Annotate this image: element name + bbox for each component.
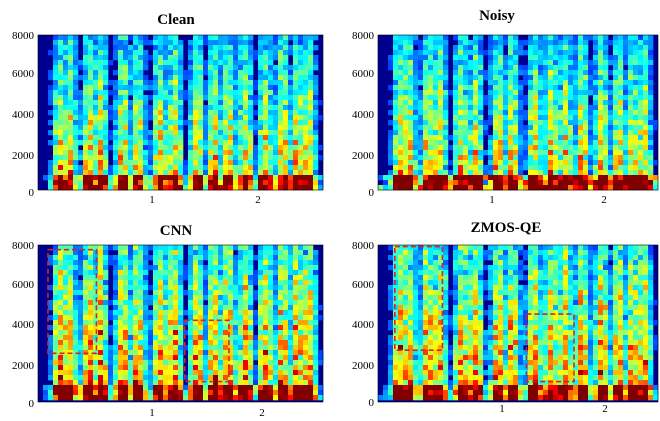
y-tick-label: 8000 — [12, 30, 35, 42]
y-tick-label: 6000 — [12, 68, 35, 80]
panel-cnn: CNN 8000 6000 4000 2000 0 1 2 — [12, 223, 265, 419]
annotation-dashed-box — [525, 313, 575, 383]
panel-title: CNN — [160, 223, 193, 239]
y-tick-label: 4000 — [352, 319, 375, 331]
panel-title: ZMOS-QE — [471, 220, 542, 236]
y-tick-label: 8000 — [352, 240, 375, 252]
y-tick-label: 6000 — [12, 279, 35, 291]
y-tick-label: 2000 — [12, 150, 35, 162]
y-tick-label: 4000 — [12, 319, 35, 331]
panel-zmos-qe: ZMOS-QE 8000 6000 4000 2000 0 1 2 — [352, 220, 608, 415]
annotation-dashed-box — [393, 245, 444, 351]
spectrogram-image — [38, 245, 324, 402]
panel-title: Noisy — [479, 8, 515, 24]
axes-frame — [377, 244, 659, 403]
x-tick-label: 1 — [149, 194, 155, 206]
y-tick-label: 0 — [369, 397, 375, 409]
x-tick-label: 2 — [259, 407, 265, 419]
y-tick-label: 4000 — [12, 109, 35, 121]
axes-frame — [37, 34, 324, 191]
panel-noisy: Noisy 8000 6000 4000 2000 0 1 2 — [352, 8, 607, 206]
axes-frame — [37, 244, 324, 403]
y-tick-label: 2000 — [352, 150, 375, 162]
axes-frame — [377, 34, 659, 191]
x-tick-label: 1 — [499, 403, 505, 415]
y-tick-label: 0 — [29, 187, 35, 199]
annotation-dashed-box — [183, 319, 230, 383]
y-tick-label: 6000 — [352, 279, 375, 291]
panel-title: Clean — [157, 12, 195, 28]
spectrogram-image — [378, 245, 659, 402]
y-tick-label: 2000 — [352, 360, 375, 372]
y-tick-label: 2000 — [12, 360, 35, 372]
panel-clean: Clean 8000 6000 4000 2000 0 1 2 — [12, 12, 261, 206]
y-tick-label: 8000 — [352, 30, 375, 42]
x-tick-label: 1 — [149, 407, 155, 419]
y-tick-label: 6000 — [352, 68, 375, 80]
spectrogram-image — [378, 35, 659, 191]
y-tick-label: 0 — [29, 398, 35, 410]
spectrogram-image — [38, 35, 324, 191]
x-tick-label: 2 — [255, 194, 261, 206]
x-tick-label: 2 — [602, 403, 608, 415]
y-tick-label: 8000 — [12, 240, 35, 252]
x-tick-label: 2 — [601, 194, 607, 206]
x-tick-label: 1 — [489, 194, 495, 206]
y-tick-label: 0 — [369, 187, 375, 199]
annotation-dashed-box — [47, 248, 98, 355]
y-tick-label: 4000 — [352, 109, 375, 121]
